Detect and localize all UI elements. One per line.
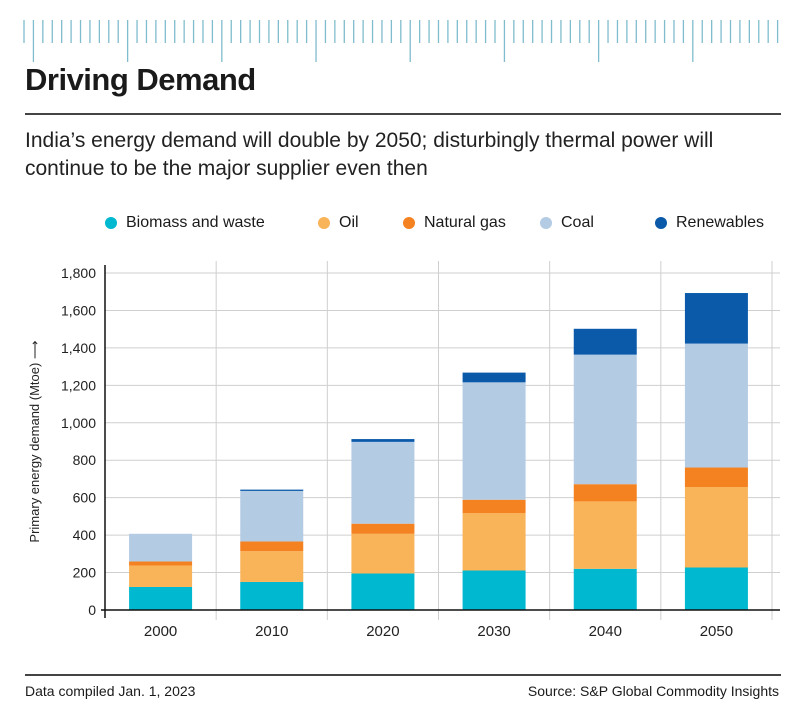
bar-segment-natural-gas bbox=[240, 541, 304, 552]
bar-segment-biomass-and-waste bbox=[684, 567, 748, 610]
bar-segment-biomass-and-waste bbox=[351, 573, 415, 610]
bar-segment-renewables bbox=[351, 439, 415, 442]
legend-item-coal: Coal bbox=[540, 214, 594, 232]
y-tick-label: 600 bbox=[73, 490, 97, 506]
bar-segment-natural-gas bbox=[684, 467, 748, 487]
legend-label: Natural gas bbox=[424, 214, 506, 231]
x-tick-label: 2050 bbox=[700, 623, 733, 640]
bar-segment-biomass-and-waste bbox=[462, 570, 526, 610]
legend-label: Biomass and waste bbox=[126, 214, 265, 231]
bar-segment-renewables bbox=[462, 372, 526, 383]
y-tick-label: 1,800 bbox=[61, 265, 96, 281]
bar-segment-natural-gas bbox=[129, 561, 193, 566]
legend-swatch bbox=[655, 217, 667, 229]
bar-segment-oil bbox=[462, 513, 526, 571]
legend-label: Coal bbox=[561, 214, 594, 231]
bar-segment-oil bbox=[573, 501, 637, 569]
stacked-bar-chart: 0 200 400 600 800 1,000 1,200 1,400 1,600 1,800 20… bbox=[27, 261, 780, 640]
legend-item-renewables: Renewables bbox=[655, 214, 764, 232]
legend-item-natural-gas: Natural gas bbox=[403, 214, 506, 232]
bar-segment-oil bbox=[129, 565, 193, 587]
bar-segment-coal bbox=[462, 382, 526, 500]
y-tick-label: 1,200 bbox=[61, 377, 96, 393]
page-title: Driving Demand bbox=[25, 62, 256, 97]
x-tick-label: 2020 bbox=[366, 623, 399, 640]
x-tick-label: 2040 bbox=[589, 623, 622, 640]
legend-swatch bbox=[403, 217, 415, 229]
y-tick-label: 1,000 bbox=[61, 415, 96, 431]
bar-segment-oil bbox=[351, 533, 415, 574]
bar-segment-biomass-and-waste bbox=[573, 568, 637, 610]
legend-item-biomass: Biomass and waste bbox=[105, 214, 265, 232]
bar-segment-coal bbox=[129, 533, 193, 562]
y-axis-label: Primary energy demand (Mtoe) ⟶ bbox=[27, 340, 42, 542]
data-date-note: Data compiled Jan. 1, 2023 bbox=[25, 683, 196, 699]
bar-segment-natural-gas bbox=[573, 484, 637, 502]
y-tick-label: 0 bbox=[88, 602, 96, 618]
subtitle: India’s energy demand will double by 205… bbox=[25, 129, 714, 180]
source-note: Source: S&P Global Commodity Insights bbox=[527, 683, 779, 699]
y-tick-label: 1,600 bbox=[61, 302, 96, 318]
footer-divider bbox=[25, 674, 781, 676]
legend-label: Oil bbox=[339, 214, 359, 231]
bar-segment-renewables bbox=[684, 293, 748, 344]
legend-label: Renewables bbox=[676, 214, 765, 231]
bar-segment-biomass-and-waste bbox=[129, 586, 193, 610]
y-tick-label: 1,400 bbox=[61, 340, 96, 356]
x-tick-label: 2030 bbox=[477, 623, 510, 640]
bar-segment-renewables bbox=[573, 328, 637, 355]
y-tick-label: 400 bbox=[73, 527, 97, 543]
y-tick-label: 200 bbox=[73, 565, 97, 581]
y-tick-label: 800 bbox=[73, 452, 97, 468]
x-tick-label: 2010 bbox=[255, 623, 288, 640]
bar-segment-coal bbox=[240, 490, 304, 542]
bar-segment-oil bbox=[240, 551, 304, 582]
bar-segment-coal bbox=[351, 441, 415, 524]
bar-segment-natural-gas bbox=[462, 499, 526, 514]
bar-segment-coal bbox=[573, 354, 637, 485]
legend-item-oil: Oil bbox=[318, 214, 359, 232]
legend-swatch bbox=[318, 217, 330, 229]
bar-segment-oil bbox=[684, 486, 748, 568]
decorative-tick-ruler bbox=[23, 20, 779, 62]
title-divider bbox=[25, 113, 781, 115]
legend-swatch bbox=[105, 217, 117, 229]
x-tick-label: 2000 bbox=[144, 623, 177, 640]
legend-swatch bbox=[540, 217, 552, 229]
bar-segment-coal bbox=[684, 343, 748, 468]
bar-segment-natural-gas bbox=[351, 523, 415, 534]
bar-segment-renewables bbox=[240, 489, 304, 491]
bar-segment-biomass-and-waste bbox=[240, 581, 304, 610]
